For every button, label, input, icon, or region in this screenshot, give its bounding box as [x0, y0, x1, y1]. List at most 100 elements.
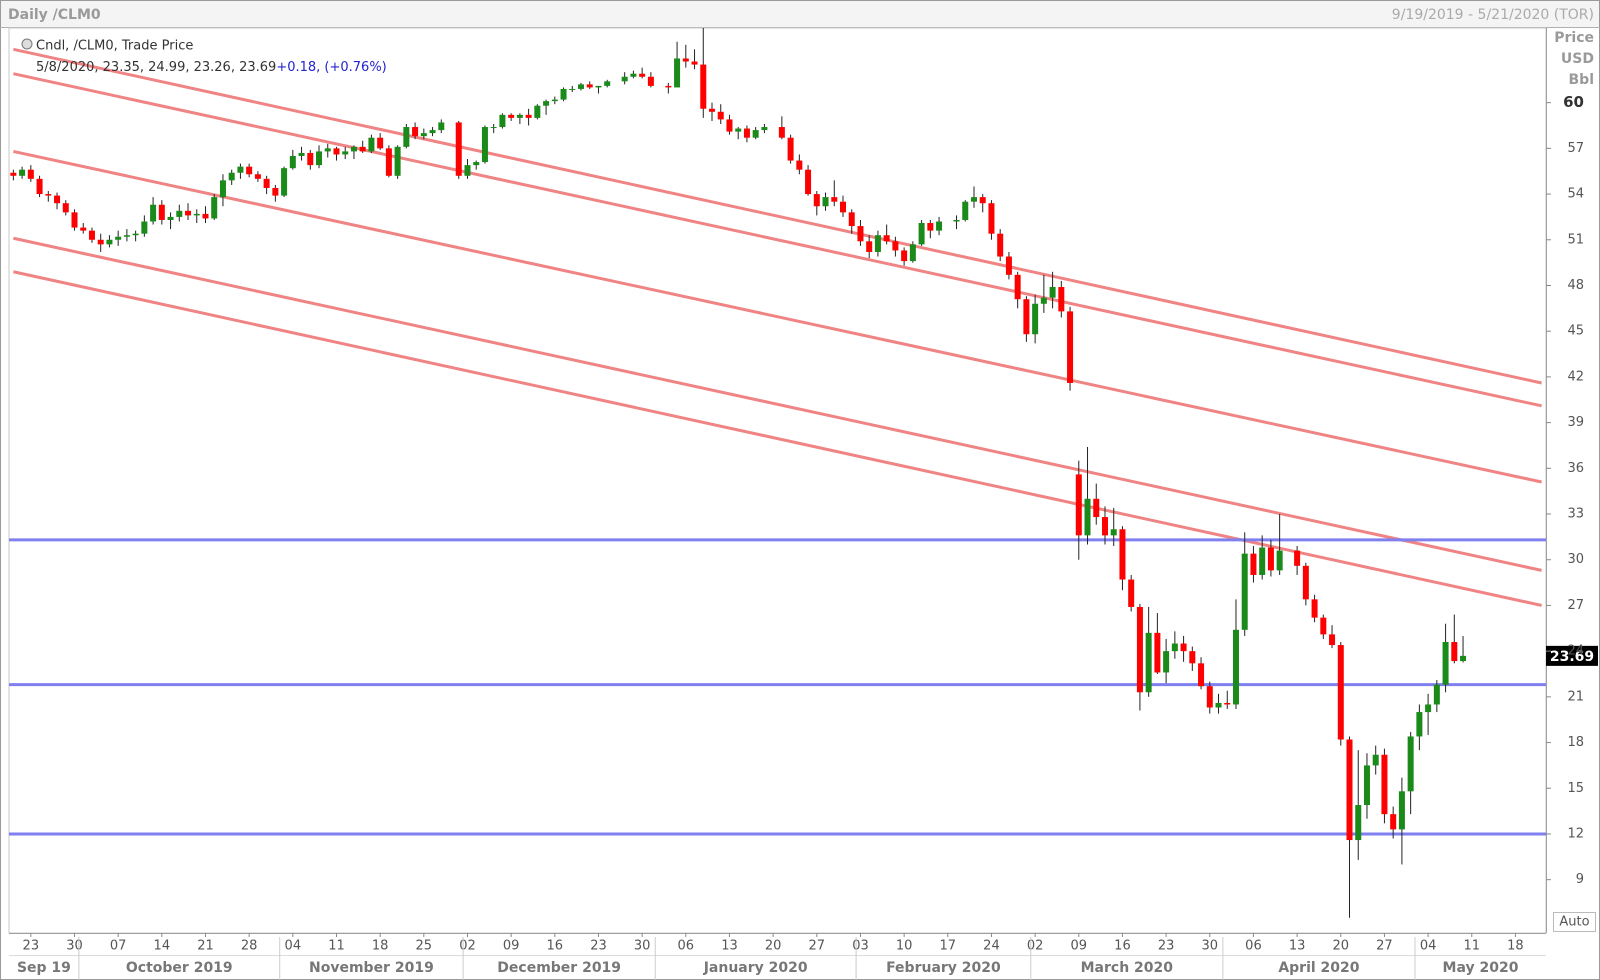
candle-body	[1189, 651, 1196, 664]
x-tick-label: 16	[547, 939, 564, 954]
price-axis-caption: Price	[1554, 30, 1594, 46]
x-tick-label: 07	[110, 939, 127, 954]
candle-body	[1250, 553, 1257, 575]
candle-body	[499, 114, 506, 128]
candle-body	[464, 165, 471, 176]
candle-body	[1084, 498, 1091, 536]
candle-body	[254, 174, 261, 179]
legend-title: Cndl, /CLM0, Trade Price	[36, 39, 193, 54]
candle-body	[551, 99, 558, 102]
candle-body	[1110, 529, 1117, 536]
candle-body	[831, 197, 838, 202]
candle-body	[62, 203, 69, 213]
candle-body	[848, 212, 855, 227]
x-tick-label: 20	[765, 939, 782, 954]
month-label: March 2020	[1081, 960, 1174, 976]
y-tick-label: 39	[1567, 415, 1584, 430]
candle-body	[1416, 712, 1423, 737]
candle-body	[909, 244, 916, 262]
candle-body	[385, 148, 392, 176]
candle-body	[1101, 517, 1108, 536]
header-title: Daily /CLM0	[8, 7, 101, 23]
candle-body	[88, 230, 95, 240]
candle-body	[621, 76, 628, 82]
candle-body	[10, 172, 17, 176]
y-tick-label: 36	[1567, 461, 1584, 476]
candle-body	[857, 226, 864, 242]
candle-body	[115, 236, 122, 240]
candle-body	[534, 105, 541, 118]
candle-body	[438, 122, 445, 131]
y-tick-label: 15	[1567, 781, 1584, 796]
trendline	[13, 72, 1542, 408]
candle-body	[543, 101, 550, 106]
candle-body	[350, 146, 357, 152]
candle-body	[202, 213, 209, 219]
candle-body	[1267, 547, 1274, 571]
x-tick-label: 20	[1333, 939, 1350, 954]
candle-body	[1363, 765, 1370, 806]
legend-icon[interactable]	[21, 38, 33, 50]
candle-body	[1294, 550, 1301, 566]
plot-area	[9, 28, 1546, 918]
candle-body	[158, 204, 165, 220]
candle-body	[883, 235, 890, 242]
candle-body	[674, 58, 681, 88]
y-tick-label: 57	[1567, 141, 1584, 156]
candle-body	[228, 172, 235, 181]
candle-body	[682, 58, 689, 62]
candle-body	[27, 169, 34, 179]
candle-body	[787, 137, 794, 161]
trendline	[13, 47, 1542, 385]
candle-body	[71, 212, 78, 228]
candle-body	[1276, 550, 1283, 571]
candle-body	[1337, 645, 1344, 740]
candle-body	[1128, 579, 1135, 607]
y-tick-label: 60	[1563, 93, 1584, 111]
y-tick-label: 51	[1567, 232, 1584, 247]
candle-body	[1224, 702, 1231, 705]
candle-body	[132, 233, 139, 236]
x-tick-label: 30	[634, 939, 651, 954]
candle-body	[665, 85, 672, 88]
candle-body	[970, 197, 977, 202]
candle-body	[1355, 805, 1362, 841]
candle-body	[1241, 553, 1248, 630]
auto-button-label[interactable]: Auto	[1559, 915, 1589, 930]
candle-body	[805, 169, 812, 195]
x-tick-label: 23	[1158, 939, 1175, 954]
candle-body	[1320, 617, 1327, 635]
y-tick-label: 48	[1567, 278, 1584, 293]
candle-body	[281, 168, 288, 196]
candle-body	[918, 223, 925, 245]
candle-body	[1154, 632, 1161, 673]
candle-body	[1390, 814, 1397, 830]
candle-body	[45, 194, 52, 196]
candle-body	[726, 119, 733, 132]
candle-body	[150, 204, 157, 222]
candle-body	[1049, 287, 1056, 298]
x-tick-label: 25	[416, 939, 433, 954]
candle-body	[1433, 684, 1440, 705]
candle-body	[263, 178, 270, 188]
candle-body	[647, 76, 654, 86]
candle-body	[1215, 702, 1222, 708]
candle-body	[272, 187, 279, 196]
candle-body	[717, 111, 724, 120]
candle-body	[936, 221, 943, 231]
y-tick-label: 27	[1567, 598, 1584, 613]
candle-body	[560, 88, 567, 100]
auto-button[interactable]	[1553, 912, 1596, 932]
candle-body	[516, 114, 523, 118]
candle-body	[1023, 299, 1030, 335]
candle-body	[54, 195, 61, 204]
candle-body	[508, 114, 515, 118]
candle-body	[1442, 641, 1449, 685]
candle-body	[1014, 274, 1021, 300]
candle-body	[709, 108, 716, 112]
candle-body	[1067, 311, 1074, 383]
x-tick-label: 30	[1202, 939, 1219, 954]
range-label: 9/19/2019 - 5/21/2020 (TOR)	[1392, 7, 1594, 23]
